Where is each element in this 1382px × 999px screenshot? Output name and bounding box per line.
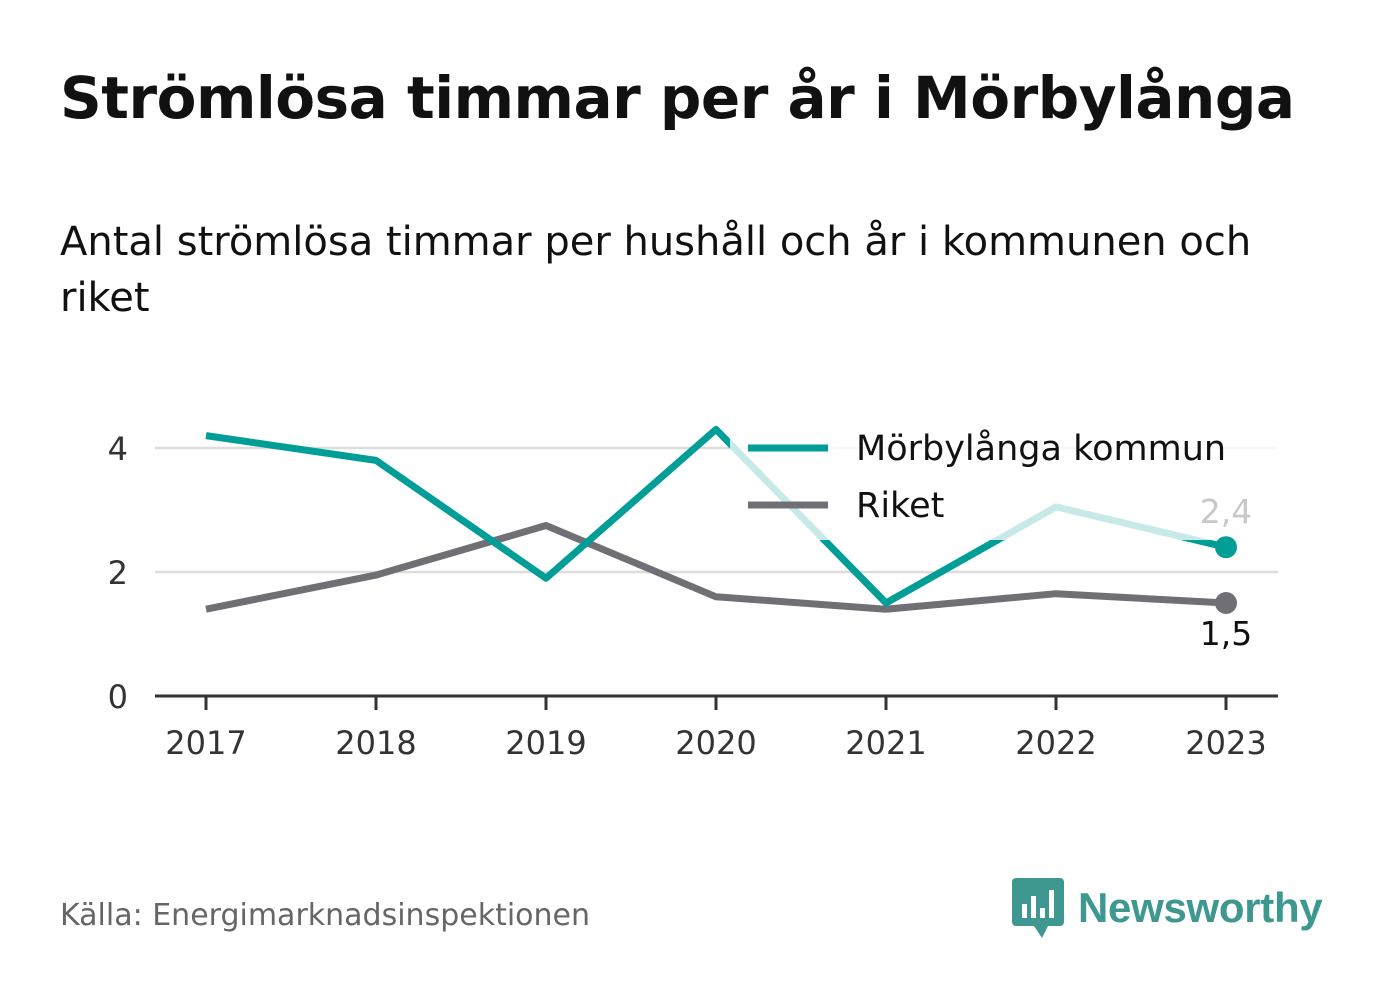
- end-point-morbylanga: [1215, 536, 1237, 559]
- legend-background: [730, 412, 1278, 540]
- x-tick-label: 2020: [675, 724, 756, 762]
- source-note: Källa: Energimarknadsinspektionen: [60, 898, 591, 933]
- newsworthy-logo-icon: [1012, 878, 1064, 938]
- end-value-label: 2,4: [1200, 492, 1252, 531]
- legend-label: Mörbylånga kommun: [856, 428, 1226, 469]
- chart-title: Strömlösa timmar per år i Mörbylånga: [60, 64, 1295, 132]
- chart-subtitle: Antal strömlösa timmar per hushåll och å…: [60, 219, 1252, 321]
- y-tick-label: 0: [108, 678, 128, 716]
- y-tick-label: 2: [108, 554, 128, 592]
- x-tick-label: 2019: [505, 724, 586, 762]
- x-tick-label: 2021: [845, 724, 926, 762]
- x-tick-label: 2017: [165, 724, 246, 762]
- x-tick-label: 2018: [335, 724, 416, 762]
- legend-label: Riket: [856, 486, 944, 526]
- end-value-label: 1,5: [1200, 614, 1252, 653]
- end-point-riket: [1215, 592, 1237, 614]
- brand-logo: Newsworthy: [1012, 878, 1323, 938]
- y-tick-label: 4: [108, 430, 128, 468]
- series-line-riket: [205, 522, 1227, 613]
- x-tick-label: 2023: [1185, 724, 1266, 762]
- x-tick-label: 2022: [1015, 724, 1096, 762]
- brand-name: Newsworthy: [1078, 884, 1323, 931]
